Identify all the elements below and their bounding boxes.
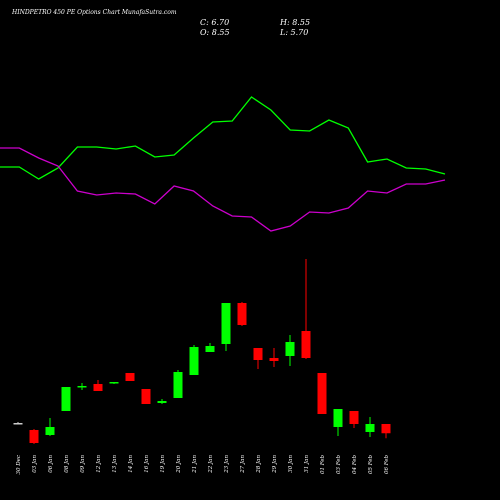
x-tick-label: 03 Jan <box>32 455 38 473</box>
x-tick-label: 31 Jan <box>304 455 310 473</box>
candle-body <box>173 372 183 398</box>
x-tick-label: 03 Feb <box>336 455 342 475</box>
chart-title: HINDPETRO 450 PE Options Chart MunafaSut… <box>11 9 177 16</box>
candle-body <box>77 386 87 388</box>
candle-body <box>45 427 55 435</box>
x-tick-label: 29 Jan <box>272 455 278 474</box>
candle-body <box>205 346 215 352</box>
x-tick-label: 20 Jan <box>176 455 182 474</box>
high-label: H: 8.55 <box>279 18 310 27</box>
candle-body <box>237 303 247 325</box>
candle-body <box>285 342 295 356</box>
x-tick-label: 28 Jan <box>256 455 262 474</box>
candle-body <box>365 424 375 432</box>
open-label: O: 8.55 <box>200 28 230 37</box>
x-tick-label: 05 Feb <box>368 455 374 475</box>
candle-body <box>253 348 263 360</box>
candle-body <box>333 409 343 427</box>
indicator-line <box>0 96 446 180</box>
candle-body <box>349 411 359 424</box>
candle-body <box>381 424 391 434</box>
candle-body <box>13 423 23 425</box>
x-tick-label: 19 Jan <box>160 455 166 473</box>
candle-body <box>157 401 167 403</box>
candle-body <box>29 430 39 443</box>
x-tick-label: 30 Jan <box>288 455 294 473</box>
x-tick-label: 04 Feb <box>352 455 358 475</box>
candle-body <box>221 303 231 344</box>
x-tick-label: 16 Jan <box>144 455 150 473</box>
candle-body <box>269 358 279 361</box>
x-tick-label: 30 Dec <box>16 455 22 475</box>
candle-body <box>61 387 71 411</box>
x-tick-label: 23 Jan <box>224 455 230 474</box>
x-tick-label: 09 Jan <box>80 455 86 473</box>
x-tick-label: 08 Jan <box>64 455 70 473</box>
candle-body <box>189 347 199 375</box>
x-tick-label: 06 Jan <box>48 455 54 473</box>
x-tick-label: 01 Feb <box>320 455 326 475</box>
indicator-line <box>0 147 446 232</box>
x-tick-label: 21 Jan <box>192 455 198 474</box>
candle-body <box>109 382 119 384</box>
low-label: L: 5.70 <box>279 28 308 37</box>
x-tick-label: 13 Jan <box>112 455 118 473</box>
candle-body <box>301 331 311 358</box>
x-tick-label: 14 Jan <box>128 455 134 473</box>
close-label: C: 6.70 <box>200 18 229 27</box>
candle-body <box>141 389 151 404</box>
candle-body <box>317 373 327 414</box>
x-tick-label: 12 Jan <box>96 455 102 473</box>
candle-body <box>125 373 135 381</box>
x-tick-label: 27 Jan <box>240 455 246 474</box>
candle-body <box>93 384 103 391</box>
x-tick-label: 06 Feb <box>384 455 390 475</box>
x-tick-label: 22 Jan <box>208 455 214 474</box>
